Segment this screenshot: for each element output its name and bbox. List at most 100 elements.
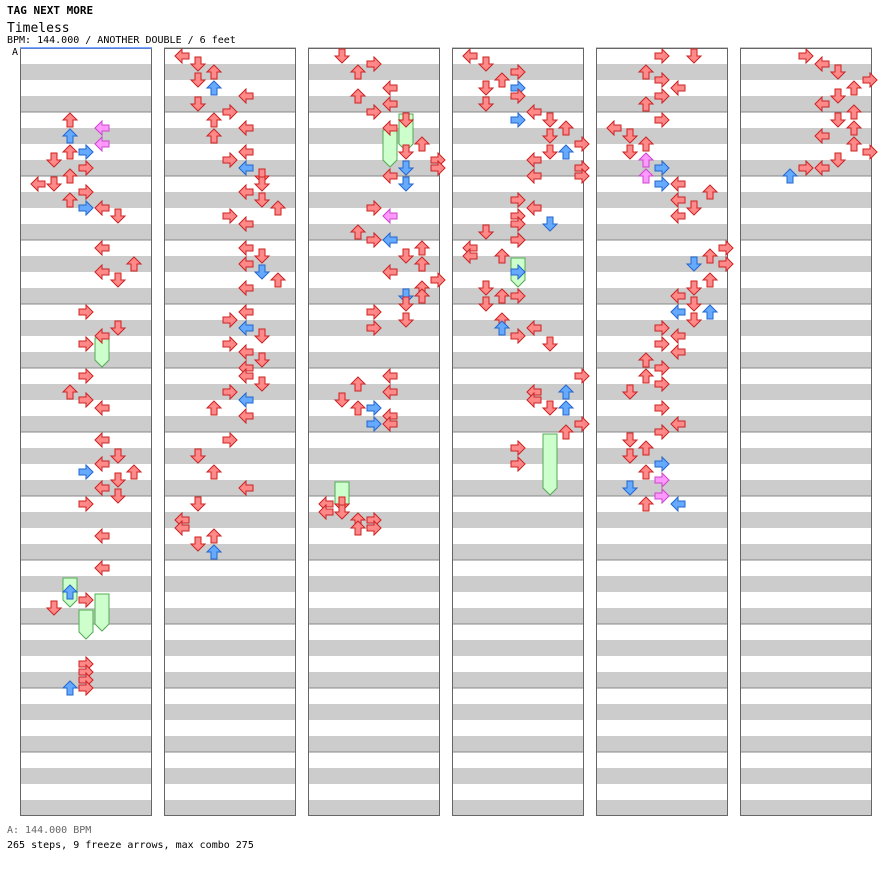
right-arrow-icon (654, 47, 670, 65)
left-arrow-icon (526, 391, 542, 409)
down-arrow-icon (829, 88, 847, 104)
beat-stripe (20, 224, 152, 240)
down-arrow-icon (253, 248, 271, 264)
beat-stripe (596, 96, 728, 112)
down-arrow-icon (189, 536, 207, 552)
right-arrow-icon (510, 439, 526, 457)
down-arrow-icon (253, 176, 271, 192)
left-arrow-icon (94, 527, 110, 545)
beat-stripe (164, 672, 296, 688)
down-arrow-icon (477, 80, 495, 96)
chart-column-3 (308, 48, 440, 816)
down-arrow-icon (397, 160, 415, 176)
up-arrow-icon (205, 528, 223, 544)
down-arrow-icon (109, 448, 127, 464)
up-arrow-icon (557, 384, 575, 400)
right-arrow-icon (654, 423, 670, 441)
down-arrow-icon (189, 496, 207, 512)
down-arrow-icon (109, 488, 127, 504)
left-arrow-icon (526, 103, 542, 121)
beat-stripe (740, 448, 872, 464)
beat-stripe (164, 256, 296, 272)
down-arrow-icon (541, 400, 559, 416)
up-arrow-icon (61, 384, 79, 400)
down-arrow-icon (45, 600, 63, 616)
beat-stripe (452, 416, 584, 432)
down-arrow-icon (621, 448, 639, 464)
beat-stripe (164, 576, 296, 592)
up-arrow-icon (205, 64, 223, 80)
right-arrow-icon (366, 303, 382, 321)
down-arrow-icon (189, 448, 207, 464)
right-arrow-icon (78, 303, 94, 321)
beat-stripe (452, 512, 584, 528)
up-arrow-icon (125, 464, 143, 480)
right-arrow-icon (654, 487, 670, 505)
beat-stripe (740, 736, 872, 752)
down-arrow-icon (685, 312, 703, 328)
beat-stripe (596, 352, 728, 368)
right-arrow-icon (574, 415, 590, 433)
up-arrow-icon (413, 288, 431, 304)
left-arrow-icon (238, 407, 254, 425)
beat-stripe (740, 320, 872, 336)
left-arrow-icon (670, 79, 686, 97)
down-arrow-icon (397, 296, 415, 312)
right-arrow-icon (78, 679, 94, 697)
beat-stripe (20, 192, 152, 208)
right-arrow-icon (798, 159, 814, 177)
beat-stripe (20, 448, 152, 464)
beat-stripe (20, 64, 152, 80)
right-arrow-icon (366, 519, 382, 537)
right-arrow-icon (654, 471, 670, 489)
up-arrow-icon (781, 168, 799, 184)
left-arrow-icon (238, 279, 254, 297)
beat-stripe (164, 608, 296, 624)
left-arrow-icon (238, 119, 254, 137)
up-arrow-icon (637, 496, 655, 512)
left-arrow-icon (382, 231, 398, 249)
right-arrow-icon (78, 495, 94, 513)
beat-stripe (20, 544, 152, 560)
beat-stripe (308, 672, 440, 688)
left-arrow-icon (94, 455, 110, 473)
beat-stripe (740, 192, 872, 208)
beat-stripe (740, 256, 872, 272)
beat-stripe (596, 736, 728, 752)
up-arrow-icon (701, 304, 719, 320)
left-arrow-icon (94, 479, 110, 497)
up-arrow-icon (349, 376, 367, 392)
beat-stripe (740, 480, 872, 496)
up-arrow-icon (701, 184, 719, 200)
left-arrow-icon (382, 367, 398, 385)
bpm-legend: A: 144.000 BPM (7, 825, 92, 836)
left-arrow-icon (814, 55, 830, 73)
right-arrow-icon (366, 399, 382, 417)
beat-stripe (596, 576, 728, 592)
right-arrow-icon (654, 175, 670, 193)
right-arrow-icon (78, 591, 94, 609)
beat-stripe (452, 160, 584, 176)
beat-stripe (596, 800, 728, 816)
right-arrow-icon (366, 415, 382, 433)
down-arrow-icon (397, 144, 415, 160)
beat-stripe (452, 640, 584, 656)
down-arrow-icon (109, 472, 127, 488)
beat-stripe (452, 480, 584, 496)
chart-column-4 (452, 48, 584, 816)
beat-stripe (308, 224, 440, 240)
beat-stripe (452, 704, 584, 720)
left-arrow-icon (238, 183, 254, 201)
down-arrow-icon (541, 112, 559, 128)
left-arrow-icon (526, 151, 542, 169)
right-arrow-icon (654, 159, 670, 177)
beat-stripe (740, 800, 872, 816)
beat-stripe (596, 704, 728, 720)
down-arrow-icon (541, 144, 559, 160)
right-arrow-icon (510, 63, 526, 81)
beat-stripe (740, 768, 872, 784)
down-arrow-icon (621, 432, 639, 448)
down-arrow-icon (829, 152, 847, 168)
beat-stripe (740, 672, 872, 688)
beat-stripe (596, 64, 728, 80)
